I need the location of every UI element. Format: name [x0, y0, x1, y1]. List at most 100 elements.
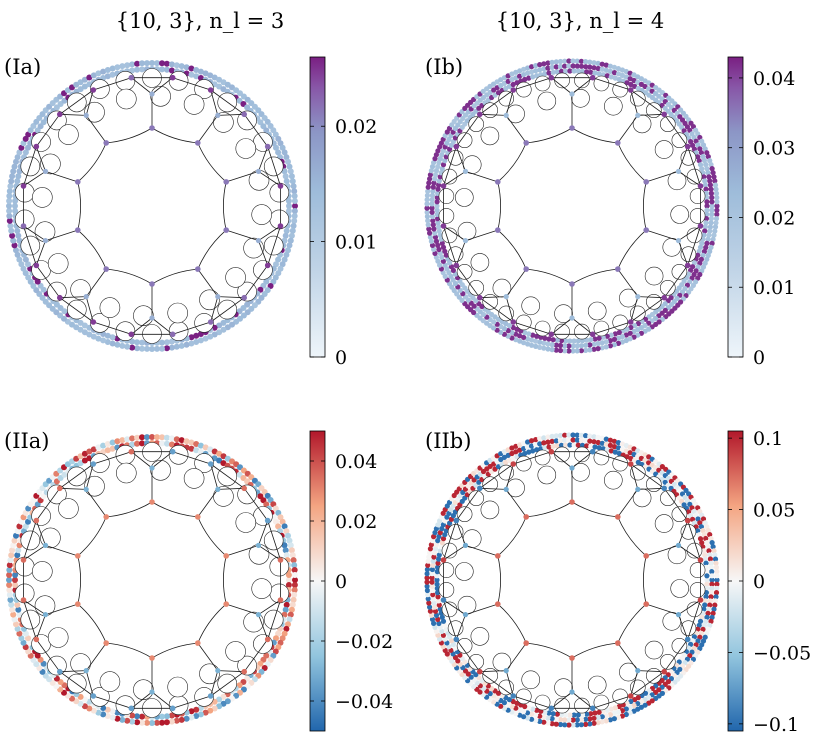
graph-node	[684, 636, 691, 643]
boundary-node	[571, 338, 577, 344]
boundary-node	[220, 693, 227, 700]
boundary-node	[144, 719, 150, 726]
boundary-node	[574, 63, 580, 69]
boundary-node	[144, 434, 150, 441]
boundary-node	[513, 331, 519, 337]
boundary-node	[697, 536, 704, 542]
boundary-node	[537, 718, 543, 725]
boundary-node	[432, 250, 438, 256]
graph-node	[75, 553, 81, 559]
boundary-node	[424, 583, 430, 589]
face-bubble	[521, 670, 541, 690]
boundary-node	[521, 446, 527, 452]
boundary-node	[596, 71, 602, 77]
boundary-node	[517, 712, 523, 718]
boundary-node	[285, 621, 291, 628]
graph-node	[569, 499, 575, 505]
graph-edge	[630, 670, 639, 697]
graph-edge	[526, 268, 573, 285]
graph-edge	[45, 545, 78, 557]
boundary-node	[575, 712, 581, 718]
face-bubble	[454, 188, 474, 207]
graph-node	[90, 461, 97, 467]
boundary-node	[570, 348, 576, 354]
graph-node	[241, 294, 247, 301]
boundary-node	[81, 329, 88, 336]
boundary-node	[612, 331, 618, 337]
boundary-node	[588, 69, 594, 75]
graph-edge	[663, 114, 689, 147]
face-bubble	[194, 687, 214, 707]
graph-edge	[23, 225, 37, 266]
boundary-node	[428, 542, 434, 548]
graph-edge	[637, 487, 665, 490]
boundary-node	[220, 326, 227, 333]
boundary-node	[604, 73, 610, 79]
boundary-node	[197, 68, 204, 75]
graph-edge	[85, 489, 107, 518]
boundary-node	[696, 532, 702, 538]
boundary-node	[168, 344, 175, 351]
graph-edge	[687, 225, 701, 266]
boundary-node	[704, 211, 710, 217]
boundary-node	[584, 337, 590, 343]
graph-edge	[526, 127, 573, 144]
boundary-node	[700, 154, 706, 160]
boundary-node	[285, 198, 292, 204]
boundary-node	[193, 706, 200, 713]
graph-edge	[497, 142, 527, 183]
boundary-node	[533, 712, 539, 718]
boundary-node	[14, 528, 21, 535]
boundary-node	[6, 203, 12, 209]
boundary-node	[704, 240, 710, 246]
boundary-node	[285, 572, 292, 578]
graph-edge	[35, 265, 61, 298]
face-bubble	[612, 314, 629, 331]
boundary-node	[431, 226, 437, 232]
face-bubble	[225, 641, 246, 662]
boundary-node	[424, 201, 430, 207]
boundary-node	[592, 710, 598, 716]
face-bubble	[571, 89, 590, 108]
boundary-node	[571, 442, 577, 448]
boundary-node	[557, 63, 564, 70]
boundary-node	[537, 67, 543, 73]
graph-node	[462, 168, 469, 174]
boundary-node	[202, 70, 209, 77]
boundary-node	[429, 579, 435, 585]
graph-node	[523, 266, 529, 272]
face-bubble	[659, 490, 676, 507]
boundary-node	[631, 334, 637, 340]
boundary-node	[439, 152, 445, 158]
boundary-node	[439, 166, 445, 172]
boundary-node	[583, 64, 589, 70]
face-bubble	[645, 293, 662, 310]
graph-edge	[443, 599, 466, 615]
boundary-node	[584, 69, 590, 75]
boundary-node	[528, 443, 535, 449]
graph-edge	[243, 488, 269, 521]
boundary-node	[430, 558, 436, 564]
boundary-node	[77, 79, 84, 86]
face-bubble	[645, 667, 662, 684]
boundary-node	[701, 232, 707, 238]
face-bubble	[537, 91, 557, 111]
boundary-node	[13, 532, 19, 539]
graph-edge	[571, 268, 618, 285]
boundary-node	[702, 598, 709, 604]
boundary-node	[90, 72, 97, 79]
colorbar-tick-label: 0.02	[335, 511, 377, 533]
graph-edge	[443, 225, 466, 241]
graph-node	[149, 125, 155, 131]
boundary-node	[15, 232, 22, 239]
graph-node	[33, 262, 40, 269]
graph-edge	[77, 181, 81, 231]
boundary-node	[433, 628, 439, 634]
boundary-node	[575, 338, 581, 344]
graph-node	[684, 262, 691, 269]
boundary-node	[291, 198, 298, 204]
graph-edge	[505, 489, 527, 518]
face-bubble	[199, 289, 220, 311]
boundary-node	[549, 438, 555, 444]
face-bubble	[90, 313, 110, 333]
